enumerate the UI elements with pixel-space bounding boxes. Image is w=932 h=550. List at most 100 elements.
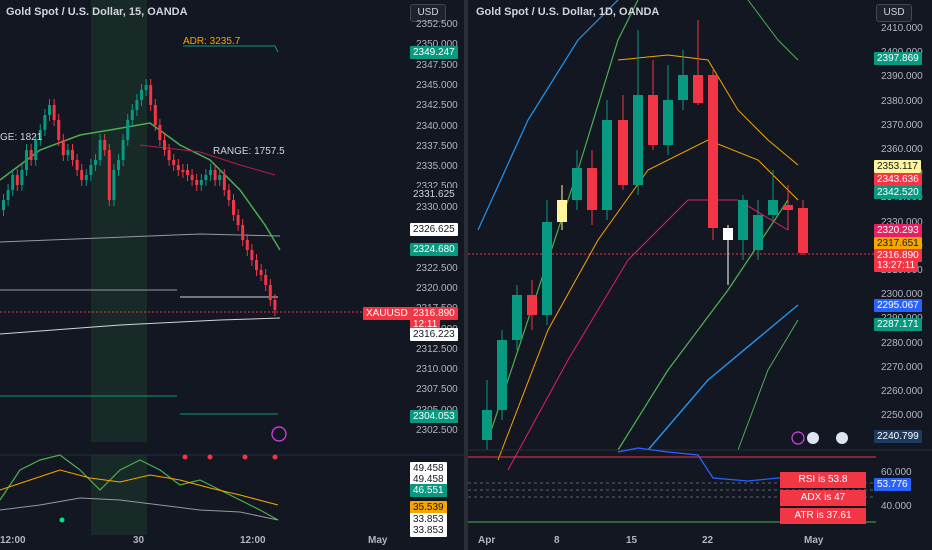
candle	[209, 170, 212, 175]
event-icon	[791, 431, 805, 445]
candle	[15, 175, 19, 185]
price-axis-tick: 2260.000	[881, 386, 923, 397]
candle	[130, 110, 134, 120]
candle	[572, 168, 582, 200]
ma-line	[139, 144, 276, 176]
candle	[144, 85, 148, 90]
time-axis-label: 8	[554, 535, 560, 546]
osc-value-label: 35.539	[410, 501, 447, 514]
candle	[190, 175, 194, 180]
osc-dot	[272, 454, 278, 460]
time-axis-label: Apr	[478, 535, 496, 546]
price-axis-tick: 2330.000	[881, 216, 923, 228]
candle	[117, 160, 120, 170]
osc-dot	[182, 454, 188, 460]
session-highlight	[91, 0, 147, 442]
candle	[768, 200, 778, 215]
candle	[38, 130, 42, 140]
osc-value-label: 33.853	[410, 513, 447, 526]
currency-button[interactable]: USD	[876, 4, 912, 22]
candle	[527, 295, 537, 315]
price-label: 2320.293	[874, 224, 922, 237]
candle	[663, 100, 673, 145]
candle	[25, 150, 28, 170]
candle	[135, 100, 139, 110]
candle	[126, 120, 130, 140]
candle	[158, 125, 162, 140]
time-axis-label: 12:00	[240, 535, 266, 546]
price-label: 2342.520	[874, 186, 922, 199]
candle	[542, 222, 552, 315]
candle	[199, 180, 203, 185]
price-axis-tick: 2280.000	[881, 337, 923, 349]
candle	[84, 175, 88, 180]
price-label: 2397.869	[874, 52, 922, 65]
event-icon	[807, 432, 819, 444]
chart-pane-15m[interactable]: Gold Spot / U.S. Dollar, 15, OANDA USD 2…	[0, 0, 464, 550]
candle	[264, 275, 268, 285]
price-axis-tick: 2342.500	[416, 100, 458, 112]
candle	[255, 260, 258, 270]
candle	[167, 150, 171, 160]
time-axis-label: May	[804, 535, 824, 546]
candle	[153, 105, 157, 125]
price-label: 2326.625	[410, 223, 458, 236]
candle	[181, 170, 185, 172]
candle	[753, 215, 763, 250]
price-axis-tick: 2310.000	[416, 364, 458, 376]
candle	[798, 208, 808, 253]
chart-title: Gold Spot / U.S. Dollar, 1D, OANDA	[476, 6, 660, 18]
candle	[149, 85, 153, 105]
adr-annotation: ADR: 3235.7	[183, 36, 241, 47]
chart-canvas-15m[interactable]	[0, 0, 464, 550]
price-axis-tick: 2347.500	[416, 59, 458, 71]
candle	[232, 200, 235, 215]
price-axis-tick: 2360.000	[881, 144, 923, 155]
candle	[80, 170, 84, 180]
candle	[218, 175, 222, 180]
band-line	[477, 0, 619, 231]
range-annotation: RANGE: 1757.5	[213, 146, 285, 157]
price-axis-tick: 2345.000	[416, 79, 458, 91]
atr-indicator: ATR is 37.61	[780, 508, 866, 524]
price-axis-tick: 2332.500	[416, 181, 458, 193]
rsi-indicator: RSI is 53.8	[780, 472, 866, 488]
price-axis-tick: 2307.500	[416, 384, 458, 396]
pane-divider[interactable]	[464, 0, 468, 550]
osc-axis-tick: 60.000	[881, 467, 912, 478]
candle	[57, 120, 61, 140]
osc-dot	[59, 517, 65, 523]
chart-canvas-1d[interactable]	[468, 0, 932, 550]
chart-pane-1d[interactable]: Gold Spot / U.S. Dollar, 1D, OANDA USD 2…	[468, 0, 932, 550]
current-price-label: 2316.890	[874, 249, 922, 262]
price-axis-tick: 2322.500	[416, 262, 458, 274]
osc-value-label: 49.458	[410, 473, 447, 486]
price-label: 2343.636	[874, 173, 922, 186]
range-annotation-left: GE: 1821	[0, 132, 43, 143]
candle	[259, 270, 263, 275]
currency-button[interactable]: USD	[410, 4, 446, 22]
price-axis-tick: 2335.000	[416, 161, 458, 173]
candle	[103, 140, 107, 150]
price-label: 2317.651	[874, 237, 922, 250]
price-label: 2287.171	[874, 318, 922, 331]
countdown-label: 12:11	[410, 318, 441, 331]
candle	[34, 140, 38, 160]
candle	[648, 95, 658, 145]
osc-value-label: 49.458	[410, 462, 447, 475]
time-axis-label: 22	[702, 535, 714, 546]
price-axis-tick: 2350.000	[416, 39, 458, 51]
osc-value-label: 53.776	[874, 478, 911, 491]
candle	[163, 140, 166, 150]
candle	[618, 120, 628, 185]
candle	[204, 175, 208, 180]
candle	[482, 410, 492, 440]
ma-line	[0, 233, 281, 243]
candle	[186, 170, 189, 175]
price-label: 2349.247	[410, 46, 458, 59]
candle	[6, 190, 10, 200]
candle	[723, 228, 733, 240]
osc-line	[0, 454, 279, 521]
price-axis-tick: 2312.500	[416, 343, 458, 355]
band-line	[617, 54, 799, 166]
